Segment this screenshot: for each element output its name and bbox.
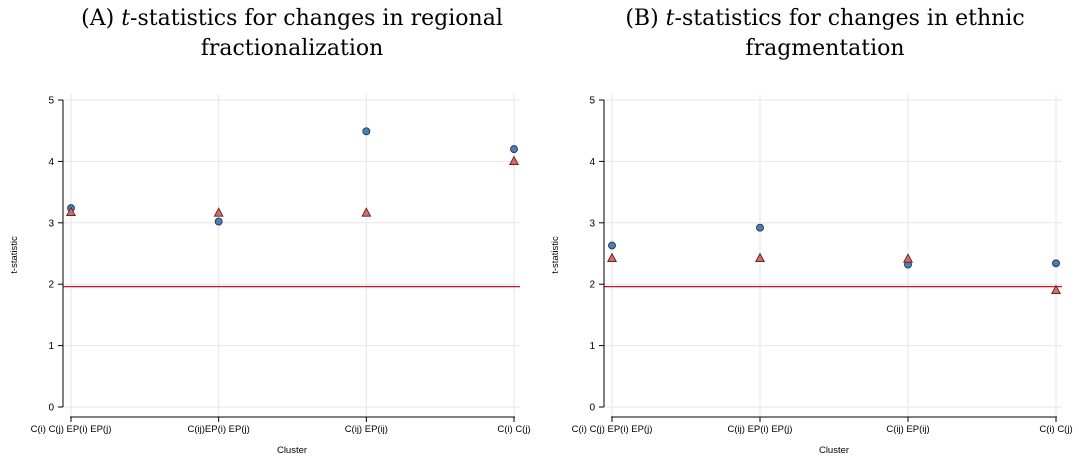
panel-b-title-main: -statistics for changes in ethnic (674, 6, 1025, 31)
panel-b-title-var: t (665, 6, 675, 31)
panel-a-y-axis-title: t-statistic (9, 236, 20, 274)
panel-b-x-tick-label-3: C(i) C(j) (1039, 424, 1072, 435)
panel-b-y-tick-label-0: 0 (589, 403, 595, 414)
panel-a-triangle-point-3 (509, 155, 519, 166)
panel-a-title-main: -statistics for changes in regional (130, 6, 503, 31)
panel-b-triangle-point-0 (607, 252, 617, 263)
panel-a-title-line2: fractionalization (200, 36, 384, 61)
panel-b-y-axis-title: t-statistic (550, 236, 561, 274)
panel-a-triangle-point-2 (361, 207, 372, 217)
panel-a-y-tick-label-2: 2 (48, 280, 54, 291)
panel-a-circle-point-2 (362, 127, 371, 136)
panel-b-y-tick-label-5: 5 (589, 96, 595, 107)
panel-a-circle-point-1 (214, 217, 223, 226)
panel-a-triangle-point-0 (66, 206, 76, 217)
panel-b-circle-point-3 (1052, 259, 1060, 268)
panel-a-letter: (A) (81, 6, 115, 31)
panel-a-x-tick-label-2: C(ij) EP(ij) (345, 424, 388, 435)
panel-b-title: (B) t-statistics for changes in ethnic f… (595, 4, 1055, 64)
panel-b-y-tick-label-3: 3 (589, 218, 595, 229)
panel-a-y-tick-label-4: 4 (48, 157, 54, 168)
panel-b-x-tick-label-2: C(ij) EP(ij) (886, 424, 929, 435)
panel-a-y-tick-label-3: 3 (48, 218, 54, 229)
panel-a-x-axis-title: Cluster (277, 445, 307, 456)
panel-b-y-tick-label-1: 1 (589, 341, 595, 352)
panel-b-triangle-point-2 (903, 253, 913, 263)
panel-b-y-tick-label-2: 2 (589, 280, 595, 291)
panel-a-y-tick-label-5: 5 (48, 96, 54, 107)
panel-b-circle-point-0 (608, 241, 616, 250)
panel-b-triangle-point-1 (755, 252, 765, 263)
panel-b-x-axis-title: Cluster (819, 445, 849, 456)
panel-b-x-tick-label-0: C(i) C(j) EP(i) EP(j) (572, 424, 653, 435)
panel-a-title: (A) t-statistics for changes in regional… (62, 4, 522, 64)
panel-b-letter: (B) (625, 6, 659, 31)
panel-b-title-line2: fragmentation (745, 36, 905, 61)
panel-b-y-tick-label-4: 4 (589, 157, 595, 168)
panel-b-x-tick-label-1: C(ij) EP(i) EP(j) (728, 424, 793, 435)
panel-a-x-tick-label-3: C(i) C(j) (497, 424, 530, 435)
panel-b-triangle-point-3 (1051, 284, 1061, 294)
panel-a-title-var: t (121, 6, 131, 31)
panel-a-y-tick-label-0: 0 (48, 403, 54, 414)
panel-a-x-tick-label-1: C(ij)EP(i) EP(j) (188, 424, 250, 435)
panel-a-y-tick-label-1: 1 (48, 341, 54, 352)
panel-a-triangle-point-1 (213, 207, 224, 217)
panel-b-circle-point-1 (756, 223, 764, 232)
panel-a-x-tick-label-0: C(i) C(j) EP(i) EP(j) (31, 424, 112, 435)
panel-a-circle-point-3 (510, 145, 518, 154)
